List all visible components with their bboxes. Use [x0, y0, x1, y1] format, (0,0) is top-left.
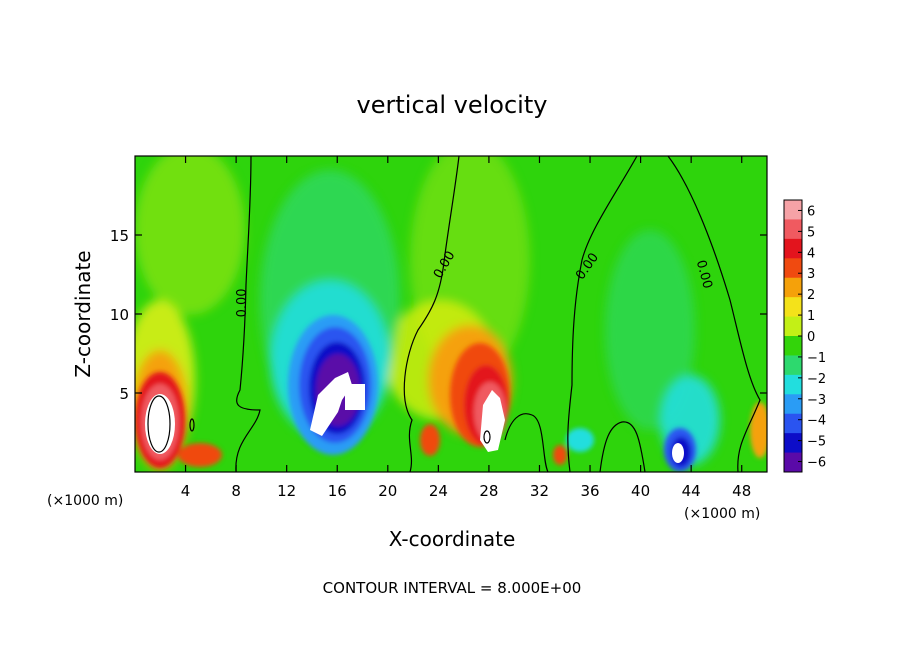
colorbar-label: −4 [807, 414, 826, 429]
y-axis-ticks: 5 10 15 [110, 227, 767, 403]
x-axis-ticks: 4 8 12 16 20 24 28 32 36 40 44 48 [181, 156, 751, 500]
colorbar-swatch [784, 374, 802, 395]
colorbar-swatch [784, 355, 802, 376]
colorbar-swatch [784, 413, 802, 434]
y-axis-label: Z-coordinate [71, 250, 95, 377]
colorbar-swatch [784, 336, 802, 356]
colorbar-swatch [784, 394, 802, 415]
x-tick-label: 44 [682, 482, 701, 500]
contour-interval-note: CONTOUR INTERVAL = 8.000E+00 [323, 579, 582, 597]
x-tick-label: 28 [479, 482, 498, 500]
x-tick-label: 32 [530, 482, 549, 500]
colorbar-label: 3 [807, 267, 815, 282]
colorbar-swatch [784, 277, 802, 298]
x-tick-label: 16 [328, 482, 347, 500]
x-axis-unit-left: (×1000 m) [47, 493, 123, 509]
colorbar-label: 0 [807, 330, 815, 345]
colorbar-label: 6 [807, 204, 815, 219]
x-axis-unit-right: (×1000 m) [684, 506, 760, 522]
y-tick-label: 5 [119, 385, 129, 403]
x-tick-label: 36 [580, 482, 599, 500]
colorbar-label: −1 [807, 351, 826, 366]
x-axis-label: X-coordinate [389, 527, 516, 551]
colorbar-swatch [784, 219, 802, 240]
contour-label: 0.00 [693, 259, 715, 291]
colorbar-label: 1 [807, 309, 815, 324]
contour-label: 0.00 [235, 288, 250, 317]
colorbar: 6 5 4 3 2 1 0 −1 −2 −3 −4 −5 −6 [783, 199, 826, 473]
x-tick-label: 8 [231, 482, 241, 500]
colorbar-swatch [784, 316, 802, 337]
colorbar-swatch [784, 297, 802, 318]
x-tick-label: 12 [277, 482, 296, 500]
x-tick-label: 48 [732, 482, 751, 500]
x-tick-label: 20 [378, 482, 397, 500]
colorbar-swatch [784, 452, 802, 473]
y-tick-label: 10 [110, 306, 129, 324]
velocity-field [135, 156, 767, 472]
x-tick-label: 40 [631, 482, 650, 500]
colorbar-label: −5 [807, 435, 826, 450]
colorbar-label: −3 [807, 393, 826, 408]
colorbar-swatch [784, 258, 802, 279]
colorbar-label: −6 [807, 456, 826, 471]
colorbar-swatch [784, 238, 802, 259]
y-tick-label: 15 [110, 227, 129, 245]
colorbar-swatch [784, 200, 802, 220]
colorbar-swatch [784, 433, 802, 454]
colorbar-label: −2 [807, 372, 826, 387]
colorbar-label: 5 [807, 225, 815, 240]
colorbar-label: 4 [807, 246, 815, 261]
x-tick-label: 4 [181, 482, 191, 500]
chart-title: vertical velocity [357, 91, 548, 119]
zero-contours [147, 156, 761, 472]
colorbar-label: 2 [807, 288, 815, 303]
x-tick-label: 24 [429, 482, 448, 500]
